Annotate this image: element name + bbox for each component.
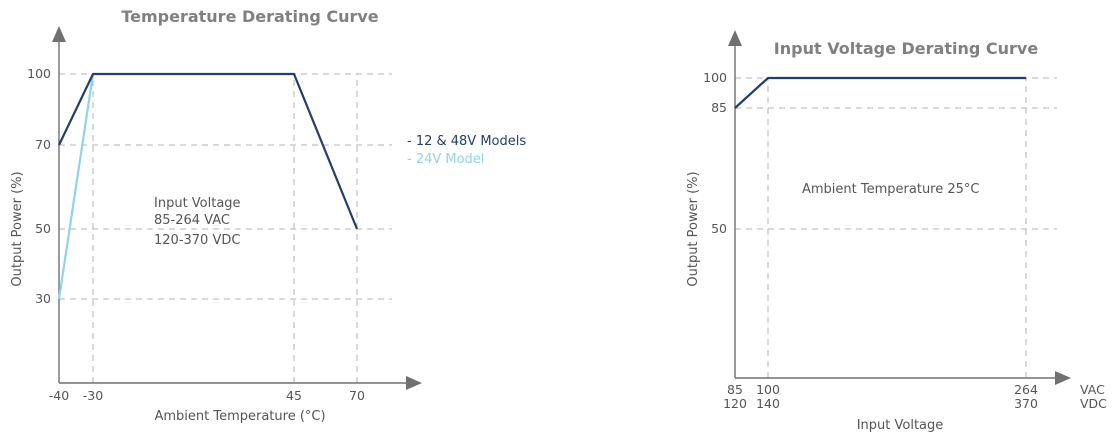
chart2-title: Input Voltage Derating Curve bbox=[774, 39, 1039, 58]
chart2-gridlines bbox=[735, 77, 1057, 378]
chart2-series bbox=[734, 76, 1026, 109]
chart1-y-tick-labels: 30 50 70 100 bbox=[27, 66, 51, 306]
chart1-series-line-24v bbox=[57, 73, 95, 300]
chart1-series-line-12-48v bbox=[58, 72, 359, 230]
chart1-annotation-line2: 85-264 VAC bbox=[154, 213, 230, 228]
chart1-series bbox=[57, 72, 359, 300]
temperature-derating-chart: Temperature Derating Curve 30 50 70 100 -40… bbox=[10, 7, 526, 424]
chart1-gridlines bbox=[59, 73, 392, 383]
chart2-y-tick-100: 100 bbox=[703, 70, 727, 85]
chart1-legend-12-48v: - 12 & 48V Models bbox=[407, 134, 526, 149]
chart1-title: Temperature Derating Curve bbox=[121, 7, 378, 26]
chart2-y-axis-label: Output Power (%) bbox=[686, 171, 701, 286]
chart2-x-axis-label: Input Voltage bbox=[857, 418, 944, 433]
chart2-series-line bbox=[734, 76, 1026, 109]
chart2-y-axis-arrow bbox=[728, 30, 742, 46]
chart1-y-tick-70: 70 bbox=[35, 137, 51, 152]
chart1-x-axis-arrow bbox=[406, 376, 422, 390]
chart2-y-tick-50: 50 bbox=[711, 221, 727, 236]
chart1-annotation-line3: 120-370 VDC bbox=[154, 233, 240, 248]
chart1-y-tick-50: 50 bbox=[35, 221, 51, 236]
chart2-x-tick-vdc-140: 140 bbox=[756, 396, 780, 411]
chart1-x-tick--40: -40 bbox=[49, 388, 69, 403]
chart1-x-tick-labels: -40 -30 45 70 bbox=[49, 388, 365, 403]
chart1-y-axis-arrow bbox=[52, 26, 66, 42]
chart1-y-tick-30: 30 bbox=[35, 291, 51, 306]
chart2-x-tick-vac-85: 85 bbox=[727, 382, 743, 397]
chart2-x-tick-vdc-370: 370 bbox=[1014, 396, 1038, 411]
chart2-x-unit-vac: VAC bbox=[1080, 382, 1105, 397]
chart2-y-tick-labels: 50 85 100 bbox=[703, 70, 727, 236]
chart2-x-unit-vdc: VDC bbox=[1080, 396, 1107, 411]
chart1-x-tick-70: 70 bbox=[349, 388, 365, 403]
chart2-annotation: Ambient Temperature 25°C bbox=[802, 182, 980, 197]
chart1-x-axis-label: Ambient Temperature (°C) bbox=[154, 409, 325, 424]
chart1-annotation-line1: Input Voltage bbox=[154, 196, 241, 211]
chart1-y-axis-label: Output Power (%) bbox=[10, 171, 25, 286]
chart2-y-tick-85: 85 bbox=[711, 100, 727, 115]
chart1-y-tick-100: 100 bbox=[27, 66, 51, 81]
chart1-legend-24v: - 24V Model bbox=[407, 152, 484, 167]
chart1-x-tick-45: 45 bbox=[286, 388, 302, 403]
chart2-x-axis-arrow bbox=[1055, 371, 1071, 385]
chart1-x-tick--30: -30 bbox=[83, 388, 103, 403]
chart2-x-tick-vac-264: 264 bbox=[1014, 382, 1038, 397]
chart2-x-tick-vac-100: 100 bbox=[756, 382, 780, 397]
chart2-x-tick-vdc-120: 120 bbox=[723, 396, 747, 411]
